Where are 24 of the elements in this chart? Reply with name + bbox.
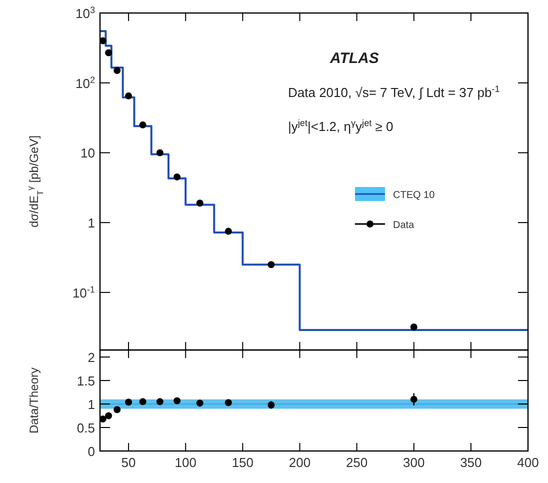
y-tick-label: 2 (88, 350, 95, 366)
y-tick-label: 10$^{-1}$ (72, 284, 95, 300)
annotation: ATLAS (329, 50, 379, 67)
legend-label: CTEQ 10 (393, 190, 436, 201)
x-tick-label: 250 (346, 455, 368, 470)
x-tick-label: 150 (232, 455, 254, 470)
x-tick-label: 400 (517, 455, 539, 470)
legend-label: Data (393, 220, 415, 231)
annotation: Data 2010, √s= 7 TeV, ∫ Ldt = 37 pb$^{-1}$ (288, 84, 500, 100)
x-tick-label: 100 (174, 455, 196, 470)
annotation: |y$^{jet}$|<1.2, η$^{γ}$y$^{jet}$ ≥ 0 (288, 118, 394, 134)
y-tick-label: 1 (88, 216, 95, 231)
x-tick-label: 350 (460, 455, 482, 470)
y-axis-title: Data/Theory (27, 367, 41, 434)
x-tick-label: 200 (288, 455, 311, 470)
y-tick-label: 0.5 (76, 420, 95, 436)
x-tick-label: 300 (403, 455, 425, 470)
x-tick-label: 50 (121, 455, 136, 470)
y-tick-label: 10 (80, 146, 95, 161)
y-tick-label: 1.5 (76, 374, 95, 389)
y-tick-label: 10$^{3}$ (75, 5, 95, 21)
y-tick-label: 1 (88, 397, 95, 412)
y-tick-label: 0 (88, 444, 95, 459)
y-tick-label: 10$^{2}$ (75, 74, 95, 91)
